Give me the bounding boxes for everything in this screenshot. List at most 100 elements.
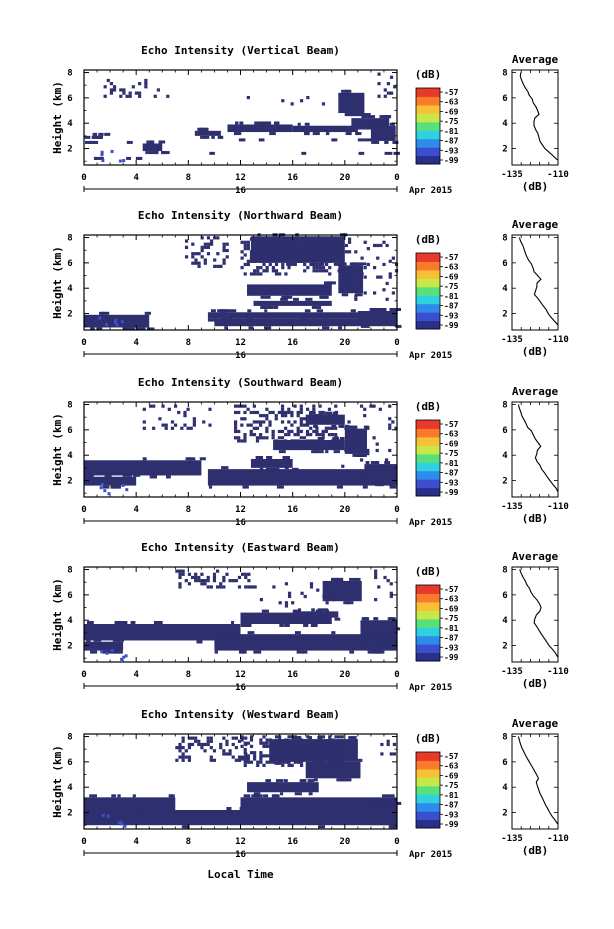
echo-cell xyxy=(328,237,332,241)
panel-title: Echo Intensity (Westward Beam) xyxy=(141,708,340,721)
echo-cell xyxy=(309,237,313,241)
x-tick-label: 16 xyxy=(287,338,298,348)
echo-cell xyxy=(318,757,322,761)
echo-cell xyxy=(175,569,179,573)
echo-cell xyxy=(276,485,284,489)
echo-cell xyxy=(315,414,319,418)
x-tick-label: 20 xyxy=(339,173,350,183)
echo-cell-strong xyxy=(120,657,124,661)
echo-cell xyxy=(149,475,157,479)
echo-cell xyxy=(181,739,185,743)
echo-cell xyxy=(233,436,238,440)
echo-cell xyxy=(293,433,297,437)
echo-cell xyxy=(296,751,301,755)
echo-cell xyxy=(280,407,285,411)
echo-cell xyxy=(243,253,247,257)
echo-cell xyxy=(229,309,237,313)
echo-cell xyxy=(355,758,363,762)
echo-cell xyxy=(119,88,123,92)
echo-cell xyxy=(209,151,215,155)
x-tick-label: 12 xyxy=(235,173,246,183)
echo-cell xyxy=(308,736,312,740)
average-title: Average xyxy=(512,550,559,563)
echo-cell xyxy=(130,621,136,624)
echo-cell xyxy=(249,433,253,437)
echo-cell xyxy=(241,755,245,759)
echo-cell xyxy=(233,404,238,408)
average-panel: Average 8 6 4 2 -135 -110(dB) xyxy=(501,550,569,690)
echo-cell xyxy=(259,240,263,244)
echo-cell xyxy=(309,426,313,430)
echo-cell xyxy=(374,598,378,602)
echo-cell xyxy=(240,256,244,260)
echo-cell xyxy=(389,91,394,95)
echo-cell xyxy=(259,738,263,742)
echo-cell xyxy=(256,269,260,273)
echo-cell xyxy=(178,585,182,589)
echo-cell xyxy=(359,404,364,408)
colorbar-tick-label: -99 xyxy=(444,156,459,165)
echo-cell xyxy=(299,436,303,440)
colorbar-tick-label: -99 xyxy=(444,488,459,497)
echo-cell xyxy=(315,429,319,434)
echo-cell xyxy=(384,140,389,144)
echo-cell xyxy=(202,127,209,131)
echo-cell xyxy=(166,475,171,479)
echo-cell xyxy=(265,417,269,421)
echo-cell xyxy=(281,295,289,299)
echo-cell xyxy=(297,122,301,126)
echo-cell xyxy=(305,423,310,427)
echo-cell xyxy=(237,410,241,415)
y-tick-label: 2 xyxy=(67,642,72,652)
echo-cell xyxy=(219,582,223,586)
echo-cell xyxy=(380,637,385,641)
average-profile-line xyxy=(519,569,559,658)
average-y-tick-label: 2 xyxy=(502,642,507,652)
echo-cell xyxy=(262,247,266,251)
echo-cell xyxy=(244,755,248,759)
echo-cell xyxy=(152,404,156,408)
echo-cell xyxy=(265,738,269,742)
echo-cell xyxy=(274,243,279,248)
x-tick-label: 8 xyxy=(186,837,191,847)
y-tick-label: 4 xyxy=(67,783,73,793)
echo-block xyxy=(207,469,397,486)
echo-cell xyxy=(264,309,268,313)
echo-cell xyxy=(304,122,310,126)
colorbar-segment xyxy=(416,453,440,463)
echo-cell xyxy=(331,433,335,437)
echo-cell xyxy=(388,426,392,430)
echo-cell xyxy=(296,433,300,437)
echo-cell xyxy=(262,253,266,257)
echo-cell xyxy=(277,410,281,415)
colorbar-segment xyxy=(416,618,440,628)
colorbar-tick-label: -57 xyxy=(444,253,459,262)
echo-cell xyxy=(376,483,384,487)
echo-cell xyxy=(395,324,402,328)
echo-cell xyxy=(184,239,189,243)
echo-cell xyxy=(337,763,341,767)
echo-cell xyxy=(347,237,352,241)
echo-cell-strong xyxy=(100,153,104,157)
echo-cell xyxy=(325,237,329,241)
echo-cell xyxy=(299,420,303,424)
colorbar-segment xyxy=(416,420,440,429)
echo-cell xyxy=(268,262,272,267)
echo-cell xyxy=(225,739,229,743)
echo-cell xyxy=(255,794,263,798)
echo-cell xyxy=(367,115,376,119)
echo-cell xyxy=(123,327,132,331)
echo-cell xyxy=(284,738,288,742)
echo-cell xyxy=(219,746,223,750)
echo-cell xyxy=(315,433,319,437)
echo-cell xyxy=(146,140,153,144)
echo-cell xyxy=(299,760,304,764)
echo-cell xyxy=(360,256,364,260)
echo-cell-strong xyxy=(100,150,104,154)
echo-cell xyxy=(222,736,226,740)
echo-cell xyxy=(321,429,325,434)
colorbar-segment xyxy=(416,811,440,821)
echo-cell xyxy=(240,404,244,408)
colorbar-tick-label: -57 xyxy=(444,88,459,97)
echo-cell xyxy=(312,259,316,263)
